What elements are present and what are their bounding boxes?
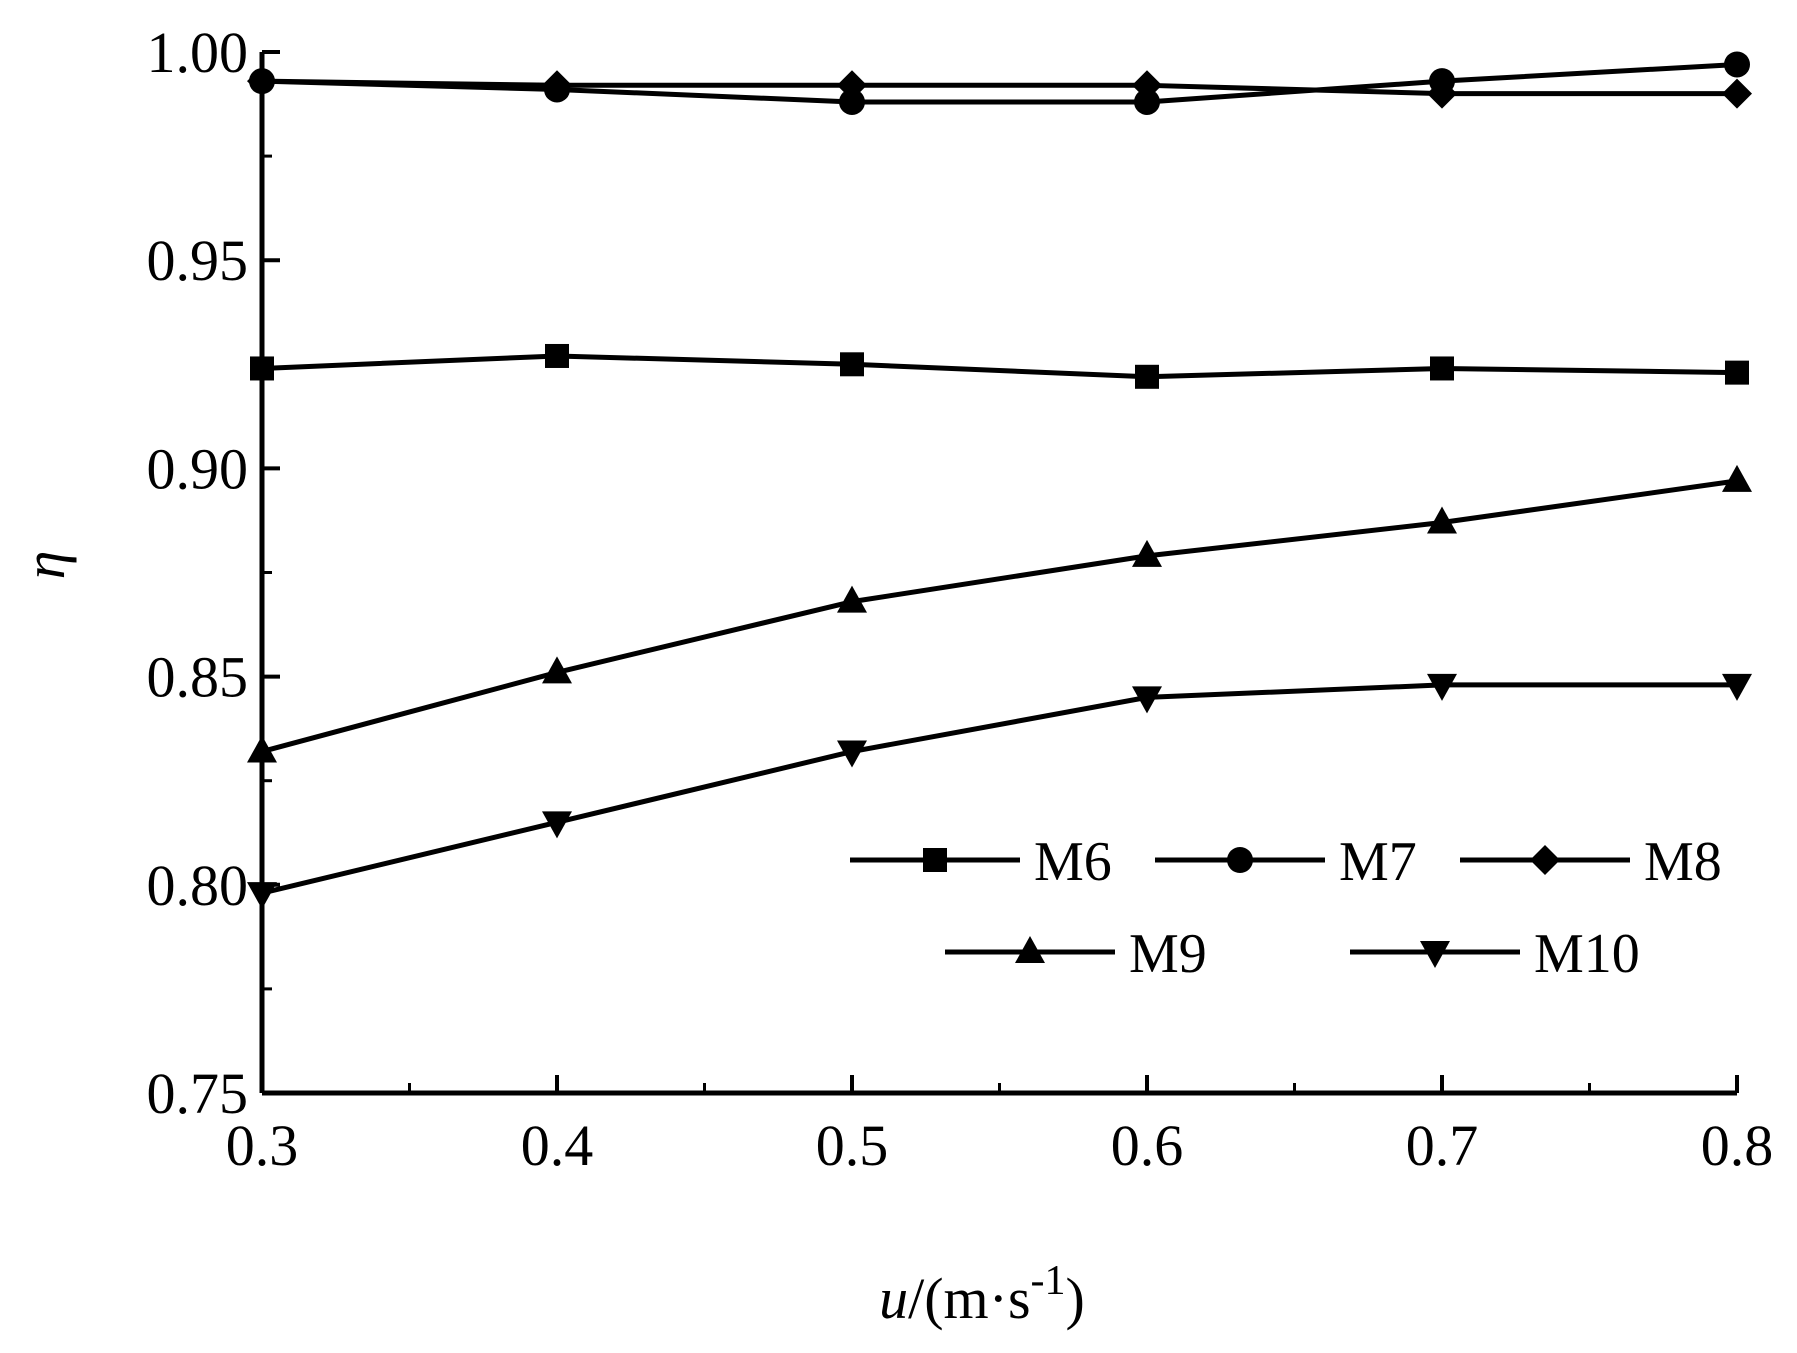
x-axis-title-var: u — [879, 1266, 908, 1331]
y-tick-label: 0.95 — [147, 228, 249, 293]
series-m6-line — [261, 353, 1738, 380]
series-m7-point — [1724, 51, 1750, 78]
x-axis-title-sep: /( — [908, 1266, 943, 1331]
series-m6-point — [1430, 356, 1454, 381]
series-m9-point — [1722, 464, 1752, 492]
series-m10-point — [1427, 673, 1457, 701]
axes: 0.75 0.80 0.85 0.90 0.95 1.00 0.3 0.4 0.5 0.6 0.7 0… — [147, 20, 1774, 1178]
x-axis-title-close: ) — [1066, 1266, 1085, 1331]
series-m7-point — [1134, 88, 1160, 115]
series-m9 — [247, 464, 1752, 763]
legend-item-m8: M8 — [1460, 831, 1722, 893]
x-tick-label: 0.5 — [816, 1113, 889, 1178]
x-tick-label: 0.3 — [226, 1113, 299, 1178]
series-m10-point — [1132, 686, 1162, 714]
series-m6-point — [1135, 364, 1159, 389]
series-m6 — [250, 343, 1749, 389]
legend-item-m7: M7 — [1155, 831, 1417, 893]
series-m10-point — [542, 811, 572, 839]
y-tick-label: 0.75 — [147, 1061, 249, 1126]
series-m8-point — [1132, 70, 1162, 101]
series-m8-point — [542, 70, 572, 101]
series-m8-point — [837, 70, 867, 101]
legend-label-m6: M6 — [1034, 831, 1112, 893]
legend-marker-m7 — [1227, 847, 1253, 873]
legend-marker-m10 — [1420, 941, 1450, 968]
y-tick-label: 0.80 — [147, 853, 249, 918]
series-m9-line — [261, 478, 1738, 754]
x-tick-label: 0.7 — [1406, 1113, 1479, 1178]
y-tick-label: 0.85 — [147, 645, 249, 710]
series-m8 — [247, 66, 1752, 109]
series-m9-point — [837, 585, 867, 613]
series-m8-point — [1427, 78, 1457, 109]
series-m8-line — [261, 78, 1737, 97]
x-tick-label: 0.4 — [521, 1113, 594, 1178]
series-m10 — [247, 673, 1752, 910]
series-m9-point — [1427, 506, 1457, 534]
legend-item-m9: M9 — [945, 923, 1207, 985]
series-m9-point — [1132, 539, 1162, 567]
series-m6-point — [545, 343, 569, 368]
x-axis-title-unit: m·s — [944, 1266, 1031, 1331]
x-tick-label: 0.8 — [1701, 1113, 1774, 1178]
legend-marker-m9 — [1015, 936, 1045, 963]
y-tick-label: 0.90 — [147, 436, 249, 501]
series-m6-point — [1725, 360, 1749, 385]
series-m10-point — [837, 740, 867, 768]
x-axis-title-exponent: -1 — [1031, 1258, 1066, 1304]
legend-marker-m6 — [923, 848, 947, 872]
legend: M6 M7 M8 M9 M10 — [850, 831, 1722, 985]
series-m10-line — [261, 682, 1737, 896]
series-layer — [247, 51, 1752, 910]
legend-label-m8: M8 — [1644, 831, 1722, 893]
legend-item-m10: M10 — [1350, 923, 1640, 985]
series-m7-line — [261, 61, 1738, 105]
y-axis-title: η — [12, 551, 77, 580]
legend-item-m6: M6 — [850, 831, 1112, 893]
series-m8-point — [1722, 78, 1752, 109]
legend-marker-m8 — [1530, 845, 1560, 875]
series-m6-point — [840, 352, 864, 377]
x-tick-label: 0.6 — [1111, 1113, 1184, 1178]
legend-label-m10: M10 — [1534, 923, 1640, 985]
series-m10-point — [1722, 673, 1752, 701]
series-m9-point — [542, 656, 572, 684]
legend-label-m7: M7 — [1339, 831, 1417, 893]
y-tick-label: 1.00 — [147, 20, 249, 85]
series-m7-point — [839, 88, 865, 115]
x-axis-title: u/(m·s-1) — [879, 1258, 1085, 1331]
legend-label-m9: M9 — [1129, 923, 1207, 985]
